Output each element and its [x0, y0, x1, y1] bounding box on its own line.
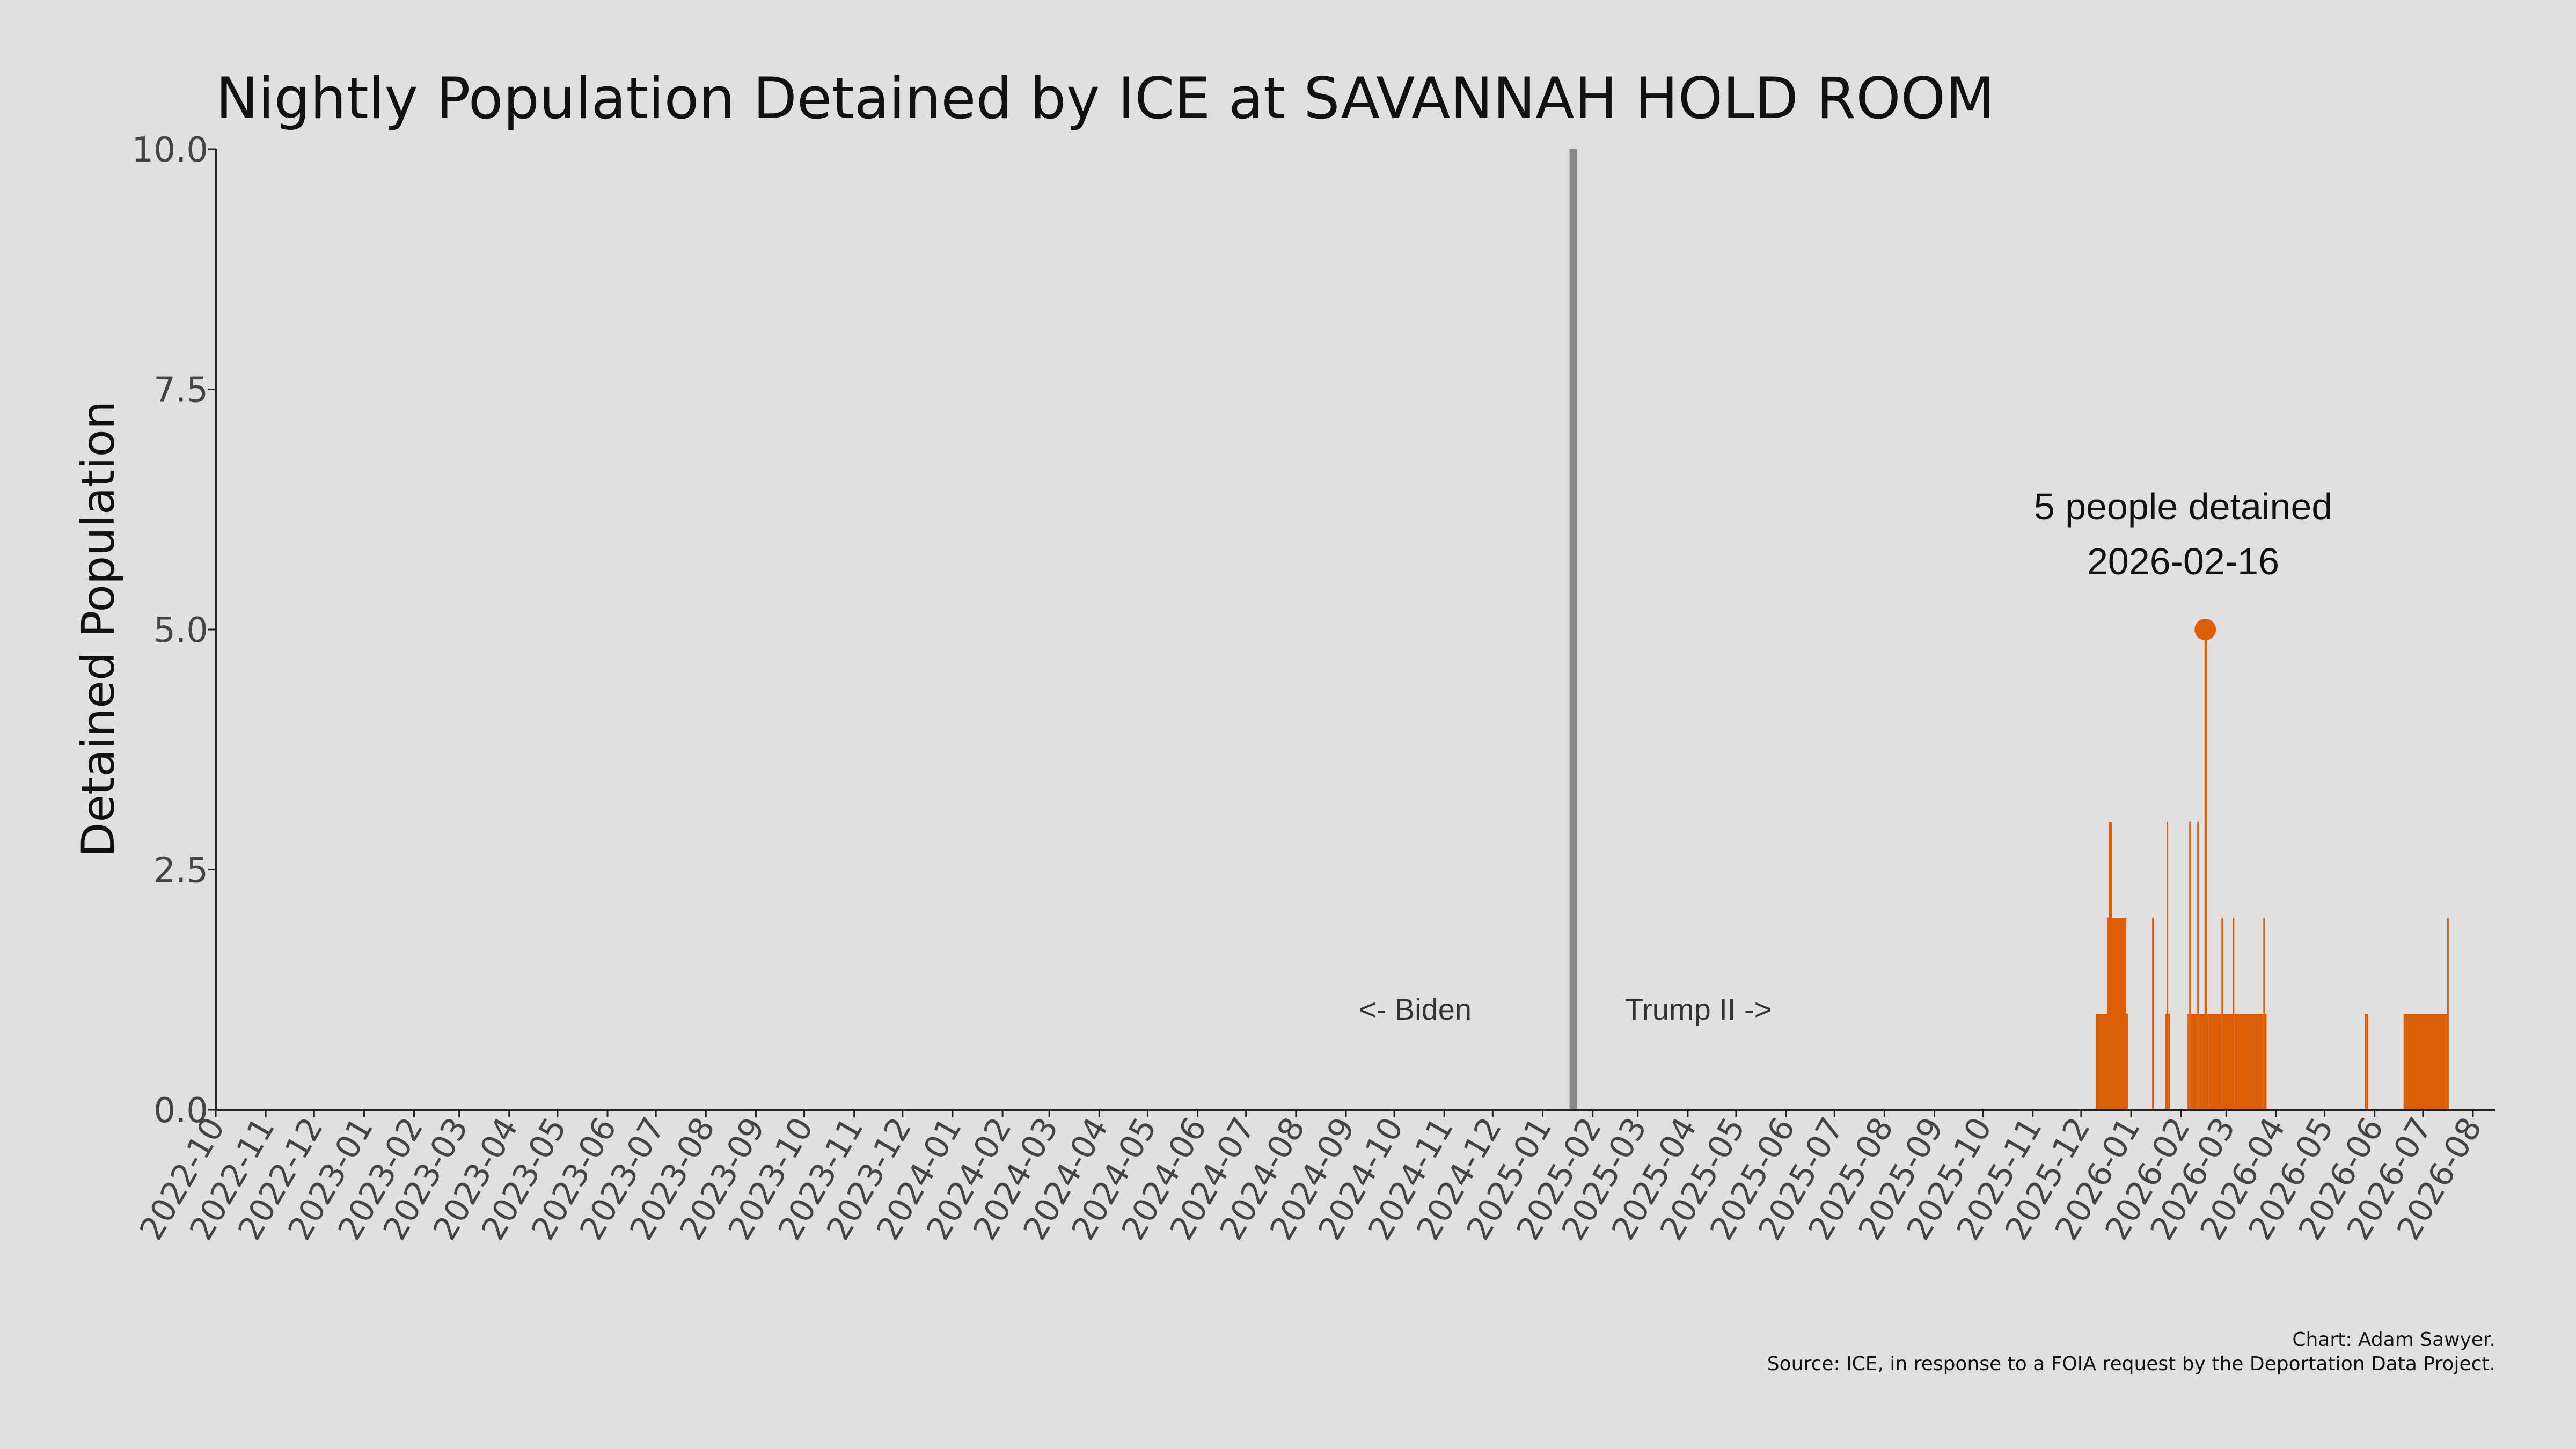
series-0-segment-10 — [2165, 1014, 2167, 1110]
series-0-segment-33 — [2366, 1014, 2368, 1110]
series-0-segment-28 — [2263, 918, 2265, 1110]
series-0-segment-35 — [2403, 1014, 2405, 1110]
chart-source: Source: ICE, in response to a FOIA reque… — [1767, 1353, 2496, 1375]
series-0-segment-21 — [2207, 1014, 2209, 1110]
series-0-segment-14 — [2187, 1014, 2190, 1110]
series-0-segment-3 — [2108, 822, 2110, 1110]
series-0-segment-22 — [2208, 1014, 2222, 1110]
series-0-segment-4 — [2110, 822, 2112, 1110]
series-0-segment-24 — [2223, 1014, 2233, 1110]
y-tick-label: 0.0 — [153, 1091, 208, 1131]
series-0-segment-29 — [2265, 1014, 2267, 1110]
series-0-segment-6 — [2126, 1014, 2128, 1110]
series-0-segment-38 — [2447, 918, 2449, 1110]
series-0-segment-32 — [2365, 1014, 2367, 1110]
series-0-segment-15 — [2189, 822, 2191, 1110]
y-tick-label: 10.0 — [132, 130, 209, 170]
peak-annotation-count: 5 people detained — [2034, 486, 2333, 528]
y-tick-label: 5.0 — [153, 611, 208, 650]
peak-annotation-date: 2026-02-16 — [2087, 540, 2279, 582]
series-0-segment-2 — [2106, 918, 2109, 1110]
y-axis: 0.0 2.5 5.0 7.5 10.0 — [132, 130, 217, 1131]
y-axis-label: Detained Population — [72, 401, 125, 857]
chart-title: Nightly Population Detained by ICE at SA… — [216, 65, 1995, 131]
series-0-segment-26 — [2234, 1014, 2251, 1110]
series-0-segment-27 — [2250, 1014, 2264, 1110]
series-0-segment-37 — [2445, 1014, 2447, 1110]
series-0-segment-12 — [2168, 1014, 2170, 1110]
series-0-segment-5 — [2111, 918, 2127, 1110]
series-0-segment-11 — [2167, 822, 2169, 1110]
series-0-segment-36 — [2405, 1014, 2446, 1110]
chart-credit: Chart: Adam Sawyer. — [2292, 1329, 2496, 1351]
series-0-segment-25 — [2233, 918, 2235, 1110]
series-0-segment-18 — [2197, 822, 2199, 1110]
y-tick-label: 2.5 — [153, 851, 208, 891]
series-0-segment-23 — [2221, 918, 2223, 1110]
series-0-segment-17 — [2196, 1014, 2198, 1110]
x-axis: 2022-102022-112022-122023-012023-022023-… — [133, 1109, 2496, 1247]
series-0-segment-20 — [2205, 630, 2207, 1110]
plot-area — [1569, 149, 2449, 1110]
y-tick-label: 7.5 — [153, 371, 208, 411]
series-0-segment-8 — [2152, 918, 2154, 1110]
series-0-segment-1 — [2095, 1014, 2107, 1110]
series-0-segment-19 — [2199, 1014, 2206, 1110]
era-label-biden: <- Biden — [1359, 992, 1472, 1026]
series-0-segment-16 — [2191, 1014, 2196, 1110]
peak-marker — [2194, 619, 2216, 640]
era-label-trump: Trump II -> — [1625, 992, 1772, 1026]
